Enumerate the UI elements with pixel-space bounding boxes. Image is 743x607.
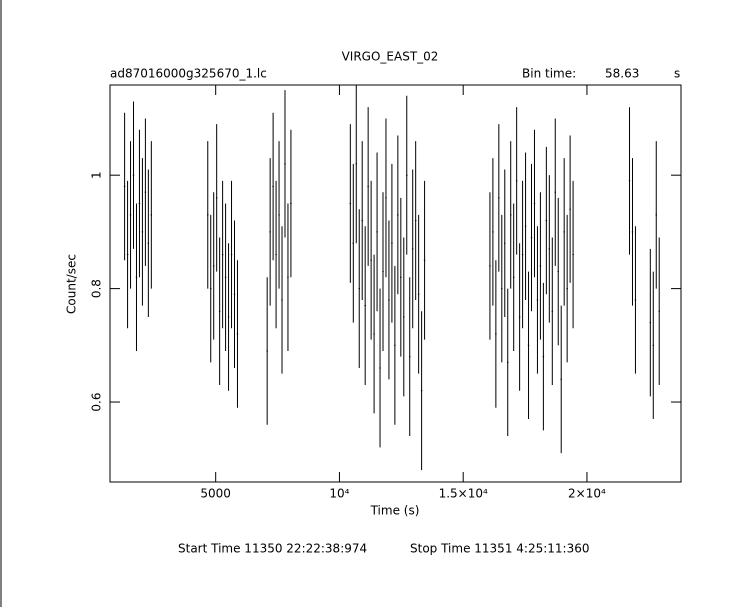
stop-time: Stop Time 11351 4:25:11:360 <box>410 542 589 556</box>
y-tick-label: 0.6 <box>90 392 104 411</box>
x-tick-label: 5000 <box>200 487 231 501</box>
x-tick-label: 2×10⁴ <box>568 487 606 501</box>
bin-time: 58.63 <box>605 67 639 81</box>
file-name: ad87016000g325670_1.lc <box>110 67 267 81</box>
y-tick-label: 1 <box>90 171 104 179</box>
plot-area <box>123 85 660 471</box>
bin-time-unit: s <box>674 67 680 81</box>
y-axis-label: Count/sec <box>65 254 79 314</box>
plot-frame <box>109 84 682 483</box>
start-time: Start Time 11350 22:22:38:974 <box>178 542 367 556</box>
x-tick-label: 1.5×10⁴ <box>439 487 488 501</box>
x-tick-label: 10⁴ <box>329 487 349 501</box>
x-axis-label: Time (s) <box>370 504 420 518</box>
y-tick-label: 0.8 <box>90 279 104 298</box>
bin-time-label: Bin time: <box>522 67 576 81</box>
chart-title: VIRGO_EAST_02 <box>342 50 439 64</box>
